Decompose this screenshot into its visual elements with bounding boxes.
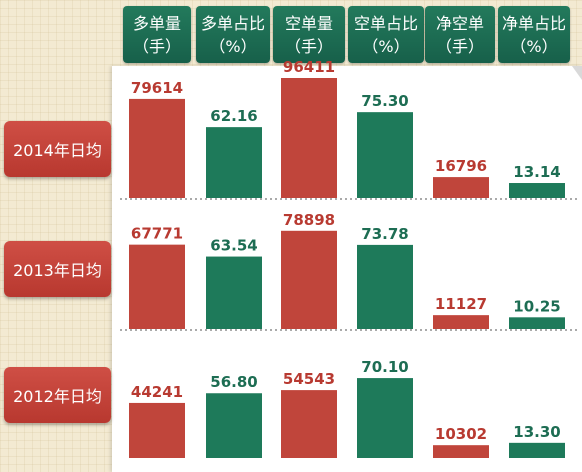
- bar-2012年日均-空单量: [281, 390, 337, 458]
- bar-2012年日均-空单占比: [357, 378, 413, 458]
- data-label: 67771: [131, 225, 183, 243]
- header-unit: （手）: [284, 36, 333, 56]
- chart-panel: [112, 66, 582, 472]
- header-line: 多单量: [132, 13, 181, 33]
- bar-2014年日均-多单占比: [206, 127, 262, 198]
- page-fold-corner: [572, 66, 582, 80]
- header-unit: （%）: [510, 36, 558, 56]
- column-header-short-share: 空单占比 （%）: [348, 6, 424, 63]
- row-label-2012: 2012年日均: [4, 367, 111, 423]
- header-line: 空单占比: [353, 13, 418, 33]
- bar-2014年日均-多单量: [129, 98, 185, 198]
- row-label-2013: 2013年日均: [4, 241, 111, 297]
- data-label: 62.16: [210, 107, 257, 125]
- bar-2014年日均-空单占比: [357, 112, 413, 198]
- bar-2012年日均-净单占比: [509, 442, 565, 458]
- column-header-short-volume: 空单量 （手）: [273, 6, 345, 63]
- bar-2013年日均-空单量: [281, 230, 337, 329]
- header-line: 多单占比: [200, 13, 265, 33]
- data-label: 13.14: [513, 163, 560, 181]
- data-label: 79614: [131, 79, 183, 97]
- data-label: 10.25: [513, 297, 560, 315]
- header-line: 净单占比: [501, 13, 566, 33]
- data-label: 16796: [435, 157, 487, 175]
- bar-2013年日均-空单占比: [357, 244, 413, 329]
- bar-2013年日均-净单占比: [509, 317, 565, 329]
- bar-2013年日均-多单量: [129, 244, 185, 329]
- header-unit: （手）: [435, 36, 484, 56]
- data-label: 96411: [283, 58, 335, 76]
- column-header-long-share: 多单占比 （%）: [196, 6, 270, 63]
- column-header-net-share: 净单占比 （%）: [498, 6, 570, 63]
- data-label: 56.80: [210, 373, 257, 391]
- column-header-long-volume: 多单量 （手）: [123, 6, 191, 63]
- bar-2013年日均-净空单: [433, 315, 489, 329]
- data-label: 70.10: [361, 358, 408, 376]
- data-label: 78898: [283, 211, 335, 229]
- bar-2013年日均-多单占比: [206, 256, 262, 329]
- data-label: 44241: [131, 383, 183, 401]
- data-label: 10302: [435, 425, 487, 443]
- column-header-net-short: 净空单 （手）: [425, 6, 495, 63]
- header-line: 空单量: [284, 13, 333, 33]
- data-label: 54543: [283, 370, 335, 388]
- data-label: 73.78: [361, 225, 408, 243]
- bar-2014年日均-净空单: [433, 177, 489, 198]
- data-label: 63.54: [210, 237, 257, 255]
- bar-2012年日均-净空单: [433, 445, 489, 458]
- header-unit: （手）: [132, 36, 181, 56]
- row-label-2014: 2014年日均: [4, 121, 111, 177]
- bar-2014年日均-净单占比: [509, 183, 565, 198]
- bar-2014年日均-空单量: [281, 78, 337, 198]
- data-label: 75.30: [361, 92, 408, 110]
- header-line: 净空单: [435, 13, 484, 33]
- bar-2012年日均-多单量: [129, 402, 185, 458]
- data-label: 11127: [435, 295, 487, 313]
- data-label: 13.30: [513, 423, 560, 441]
- header-unit: （%）: [209, 36, 257, 56]
- bar-2012年日均-多单占比: [206, 393, 262, 458]
- header-unit: （%）: [362, 36, 410, 56]
